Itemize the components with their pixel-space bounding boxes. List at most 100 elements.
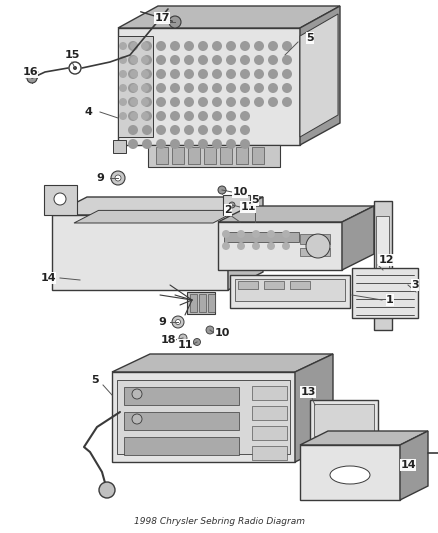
Circle shape [184, 139, 194, 149]
Circle shape [156, 97, 166, 107]
Polygon shape [400, 431, 428, 500]
Circle shape [119, 70, 127, 78]
Circle shape [128, 55, 138, 65]
Text: 1: 1 [386, 295, 394, 305]
Polygon shape [223, 195, 250, 215]
Circle shape [282, 230, 290, 238]
Circle shape [184, 97, 194, 107]
Polygon shape [44, 185, 77, 215]
Circle shape [119, 112, 127, 120]
Circle shape [156, 69, 166, 79]
Circle shape [282, 41, 292, 51]
Text: 10: 10 [214, 328, 230, 338]
Text: 12: 12 [378, 255, 394, 265]
Circle shape [240, 41, 250, 51]
Circle shape [170, 97, 180, 107]
Circle shape [229, 202, 235, 208]
Text: 9: 9 [96, 173, 104, 183]
Circle shape [142, 69, 152, 79]
Polygon shape [52, 215, 228, 290]
Circle shape [198, 111, 208, 121]
Circle shape [282, 69, 292, 79]
Circle shape [141, 42, 149, 50]
Circle shape [282, 97, 292, 107]
Polygon shape [300, 14, 338, 137]
Polygon shape [342, 206, 374, 270]
Circle shape [240, 83, 250, 93]
Polygon shape [74, 211, 237, 223]
Circle shape [212, 111, 222, 121]
Circle shape [218, 186, 226, 194]
Circle shape [170, 69, 180, 79]
Circle shape [226, 41, 236, 51]
Polygon shape [118, 6, 340, 28]
Circle shape [268, 55, 278, 65]
Bar [190, 294, 197, 312]
Circle shape [252, 242, 260, 250]
Polygon shape [113, 140, 126, 153]
Circle shape [254, 41, 264, 51]
Circle shape [194, 338, 201, 345]
Bar [172, 147, 184, 164]
Circle shape [212, 97, 222, 107]
Bar [117, 380, 290, 454]
Circle shape [254, 69, 264, 79]
Bar [236, 147, 248, 164]
Circle shape [252, 230, 260, 238]
Polygon shape [118, 28, 300, 145]
Polygon shape [218, 206, 374, 222]
Circle shape [141, 70, 149, 78]
Circle shape [169, 16, 181, 28]
Circle shape [212, 69, 222, 79]
Polygon shape [228, 197, 263, 290]
Circle shape [130, 56, 138, 64]
Polygon shape [300, 445, 400, 500]
Text: 11: 11 [177, 340, 193, 350]
Circle shape [130, 70, 138, 78]
Circle shape [268, 41, 278, 51]
Circle shape [212, 125, 222, 135]
Circle shape [128, 83, 138, 93]
Circle shape [156, 41, 166, 51]
Bar [199, 294, 206, 312]
Circle shape [119, 56, 127, 64]
Circle shape [184, 41, 194, 51]
Text: 5: 5 [91, 375, 99, 385]
Circle shape [240, 55, 250, 65]
Text: 5: 5 [251, 195, 259, 205]
Circle shape [128, 41, 138, 51]
Bar [187, 292, 215, 314]
Circle shape [119, 42, 127, 50]
Bar [188, 147, 200, 164]
Circle shape [141, 112, 149, 120]
Circle shape [128, 69, 138, 79]
Circle shape [267, 230, 275, 238]
Circle shape [198, 69, 208, 79]
Circle shape [130, 84, 138, 92]
Text: 9: 9 [158, 317, 166, 327]
Bar [220, 147, 232, 164]
Text: 4: 4 [84, 107, 92, 117]
Text: 16: 16 [22, 67, 38, 77]
Circle shape [268, 69, 278, 79]
Circle shape [198, 97, 208, 107]
Bar [208, 294, 215, 312]
Bar [156, 147, 168, 164]
Circle shape [142, 41, 152, 51]
Circle shape [172, 316, 184, 328]
Circle shape [141, 56, 149, 64]
Circle shape [198, 55, 208, 65]
Circle shape [156, 139, 166, 149]
Polygon shape [300, 431, 428, 445]
Text: 15: 15 [64, 50, 80, 60]
Circle shape [119, 98, 127, 106]
Polygon shape [112, 354, 333, 372]
Bar [235, 279, 345, 301]
Circle shape [306, 234, 330, 258]
Circle shape [141, 84, 149, 92]
Circle shape [179, 334, 187, 342]
Polygon shape [300, 6, 340, 145]
Polygon shape [52, 197, 263, 215]
Circle shape [184, 69, 194, 79]
Circle shape [212, 41, 222, 51]
